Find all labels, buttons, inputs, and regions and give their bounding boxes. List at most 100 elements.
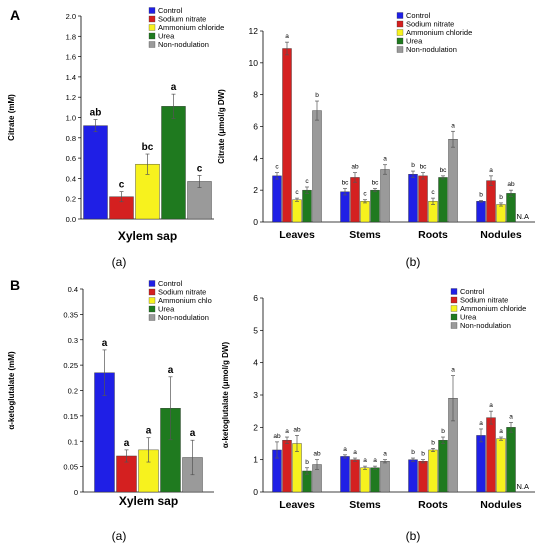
significance-letter: bc [420,164,428,171]
significance-letter: a [489,402,493,409]
significance-letter: a [353,449,357,456]
significance-letter: b [315,92,319,99]
significance-letter: b [421,451,425,458]
y-tick-label: 1.0 [66,114,76,123]
bar [370,467,380,493]
significance-letter: c [305,178,309,185]
y-tick-label: 0 [74,488,78,497]
y-tick-label: 8 [253,90,258,100]
sub-caption-a-bottom: (a) [112,529,127,543]
legend-label: Sodium nitrate [460,296,508,305]
significance-letter: a [171,82,177,93]
y-tick-label: 2 [253,185,258,195]
bar [340,456,350,493]
bar [380,461,390,493]
bar [496,438,506,493]
significance-letter: a [451,122,455,129]
bar [408,459,418,493]
significance-letter: a [499,428,503,435]
bar [350,459,360,493]
significance-letter: a [285,428,289,435]
significance-letter: a [124,438,130,449]
y-tick-label: 0.1 [68,437,78,446]
y-tick-label: 0.4 [66,174,76,183]
legend-label: Sodium nitrate [158,15,206,24]
legend-label: Sodium nitrate [158,288,206,297]
significance-letter: a [343,446,347,453]
legend-label: Control [158,279,183,288]
bar [350,177,360,223]
legend-swatch [148,24,156,31]
significance-letter: c [197,163,203,174]
y-tick-label: 0.05 [63,463,78,472]
significance-letter: a [383,451,387,458]
y-tick-label: 10 [249,58,259,68]
x-category-label: Leaves [279,229,315,241]
legend-label: Ammonium chloride [406,28,472,37]
y-tick-label: 0 [253,217,258,227]
legend-swatch [450,296,458,304]
legend-label: Non-nodulation [158,313,209,322]
y-tick-label: 4 [253,153,258,163]
legend-swatch [148,41,156,48]
y-tick-label: 0.8 [66,134,76,143]
legend-label: Control [158,6,183,15]
y-axis-title: α-ketoglutalate (mM) [7,351,16,430]
y-tick-label: 1.8 [66,32,76,41]
y-tick-label: 0.25 [63,361,78,370]
significance-letter: a [146,426,152,437]
bar [476,201,486,223]
legend-swatch [396,29,404,36]
significance-letter: bc [342,180,350,187]
bar [312,110,322,223]
bar [506,427,516,493]
y-tick-label: 2 [253,422,258,432]
y-axis-title: Citrate (mM) [7,94,16,141]
legend-swatch [148,15,156,23]
y-tick-label: 0.2 [68,387,78,396]
significance-letter: ab [507,181,515,188]
significance-letter: a [190,428,196,439]
y-tick-label: 0.3 [68,336,78,345]
legend-label: Ammonium chloride [158,23,224,32]
x-category-label: Stems [349,499,381,511]
y-tick-label: 3 [253,390,258,400]
significance-letter: a [451,367,455,374]
panel-letter-b: B [10,277,20,293]
legend-swatch [396,37,404,45]
bar [408,174,418,223]
na-label: N.A [517,212,530,221]
y-tick-label: 1.6 [66,53,76,62]
y-tick-label: 1.2 [66,93,76,102]
bar [476,435,486,493]
y-tick-label: 1 [253,455,258,465]
legend-swatch [450,313,458,321]
x-category-label: Nodules [480,499,522,511]
legend-label: Urea [158,32,175,41]
x-category-label: Leaves [279,499,315,511]
bar [282,48,292,223]
y-tick-label: 2.0 [66,12,76,21]
bar [302,189,312,223]
y-tick-label: 4 [253,358,258,368]
chart-citrate-xylem-sap: 0.0 0.2 0.4 0.6 0.8 1.0 1.2 1.4 1.6 1.8 2.0 Citrate… [7,6,224,243]
legend-label: Urea [158,305,175,314]
significance-letter: a [489,167,493,174]
panel-letter-a: A [10,7,20,23]
significance-letter: ab [273,433,281,440]
y-tick-label: 12 [249,26,259,36]
bar [438,440,448,493]
legend-label: Non-nodulation [158,40,209,49]
legend-swatch [396,20,404,28]
legend-swatch [450,322,458,329]
bar [438,177,448,223]
x-category-label: Xylem sap [118,229,177,243]
y-tick-label: 0 [253,487,258,497]
significance-letter: b [411,449,415,456]
significance-letter: c [119,180,125,191]
na-label: N.A [517,482,530,491]
significance-letter: c [363,191,367,198]
bar [161,106,186,220]
significance-letter: a [373,457,377,464]
